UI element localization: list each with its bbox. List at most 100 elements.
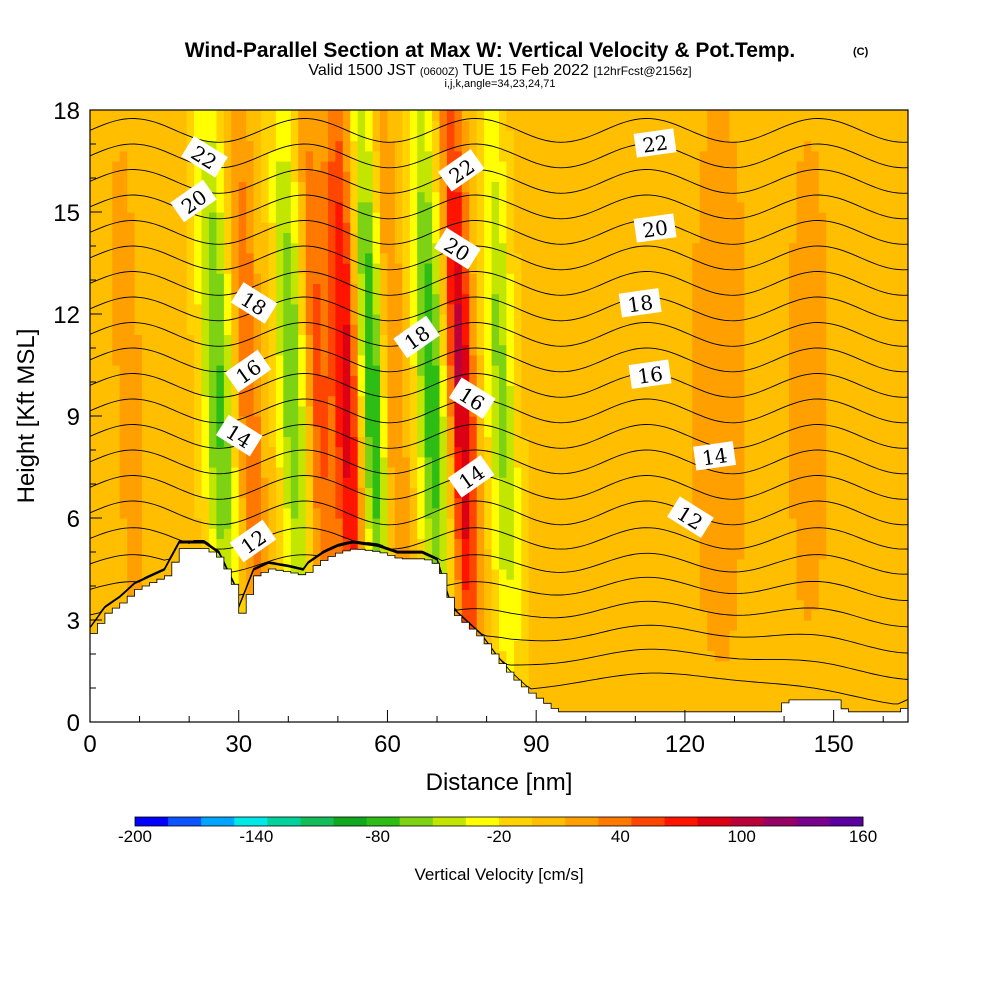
velocity-cell <box>558 232 567 244</box>
velocity-cell <box>580 212 589 223</box>
velocity-cell <box>588 375 597 386</box>
velocity-cell <box>551 181 560 193</box>
velocity-cell <box>127 446 136 458</box>
velocity-cell <box>610 416 619 427</box>
velocity-cell <box>342 324 351 335</box>
velocity-cell <box>528 150 537 162</box>
velocity-cell <box>513 507 522 519</box>
velocity-cell <box>551 385 560 397</box>
velocity-cell <box>335 191 344 203</box>
velocity-cell <box>402 354 411 366</box>
velocity-cell <box>209 467 217 478</box>
velocity-cell <box>573 538 582 550</box>
velocity-cell <box>231 528 240 539</box>
velocity-cell <box>164 456 173 468</box>
velocity-cell <box>298 222 307 233</box>
velocity-cell <box>320 120 329 131</box>
velocity-cell <box>647 467 656 478</box>
velocity-cell <box>446 130 455 142</box>
velocity-cell <box>350 283 359 295</box>
velocity-cell <box>618 161 626 172</box>
velocity-cell <box>670 691 678 703</box>
velocity-cell <box>506 375 515 386</box>
velocity-cell <box>655 487 664 499</box>
velocity-cell <box>536 252 545 264</box>
velocity-cell <box>90 446 98 458</box>
velocity-cell <box>275 232 284 244</box>
velocity-cell <box>565 640 574 652</box>
velocity-cell <box>580 507 589 519</box>
velocity-cell <box>223 456 232 468</box>
velocity-cell <box>632 426 641 437</box>
velocity-cell <box>461 365 470 376</box>
velocity-cell <box>625 334 634 346</box>
velocity-cell <box>692 201 701 213</box>
velocity-cell <box>565 701 574 713</box>
velocity-cell <box>216 477 225 488</box>
velocity-cell <box>506 283 515 295</box>
velocity-cell <box>305 201 314 213</box>
velocity-cell <box>610 365 619 376</box>
velocity-cell <box>357 242 366 254</box>
velocity-cell <box>521 324 530 335</box>
velocity-cell <box>610 487 619 499</box>
velocity-cell <box>640 681 649 692</box>
velocity-cell <box>603 354 612 366</box>
velocity-cell <box>238 232 247 244</box>
velocity-cell <box>342 365 351 376</box>
velocity-cell <box>610 252 619 264</box>
velocity-cell <box>632 691 641 703</box>
velocity-cell <box>142 456 151 468</box>
velocity-cell <box>97 232 106 244</box>
velocity-cell <box>506 293 515 305</box>
velocity-cell <box>97 467 106 478</box>
velocity-cell <box>580 252 589 264</box>
velocity-cell <box>662 181 671 193</box>
velocity-cell <box>357 110 366 121</box>
velocity-cell <box>186 344 195 356</box>
velocity-cell <box>394 150 403 162</box>
velocity-cell <box>625 579 634 590</box>
velocity-cell <box>454 558 463 570</box>
velocity-cell <box>142 344 151 356</box>
velocity-cell <box>290 518 299 529</box>
velocity-cell <box>565 589 574 601</box>
velocity-cell <box>357 181 366 193</box>
velocity-cell <box>290 467 299 478</box>
velocity-cell <box>409 375 418 386</box>
velocity-cell <box>499 467 507 478</box>
velocity-cell <box>610 283 619 295</box>
velocity-cell <box>275 507 284 519</box>
velocity-cell <box>580 630 589 641</box>
velocity-cell <box>699 130 708 142</box>
velocity-cell <box>543 140 552 152</box>
velocity-cell <box>513 252 522 264</box>
velocity-cell <box>424 365 433 376</box>
velocity-cell <box>632 416 641 427</box>
velocity-cell <box>290 324 299 335</box>
velocity-cell <box>156 232 165 244</box>
velocity-cell <box>662 548 671 560</box>
velocity-cell <box>558 263 567 274</box>
velocity-cell <box>446 538 455 550</box>
velocity-cell <box>313 446 322 458</box>
velocity-cell <box>469 293 478 305</box>
velocity-cell <box>134 314 143 325</box>
velocity-cell <box>424 283 433 295</box>
velocity-cell <box>127 497 136 509</box>
velocity-cell <box>283 487 292 499</box>
velocity-cell <box>618 467 626 478</box>
velocity-cell <box>112 507 121 519</box>
velocity-cell <box>156 405 165 417</box>
velocity-cell <box>194 130 203 142</box>
velocity-cell <box>350 405 359 417</box>
velocity-cell <box>699 140 708 152</box>
velocity-cell <box>432 395 441 407</box>
velocity-cell <box>632 436 641 448</box>
velocity-cell <box>580 344 589 356</box>
velocity-cell <box>194 354 203 366</box>
velocity-cell <box>142 518 151 529</box>
subtitle-date: TUE 15 Feb 2022 <box>463 62 589 79</box>
velocity-cell <box>580 140 589 152</box>
velocity-cell <box>699 110 708 121</box>
